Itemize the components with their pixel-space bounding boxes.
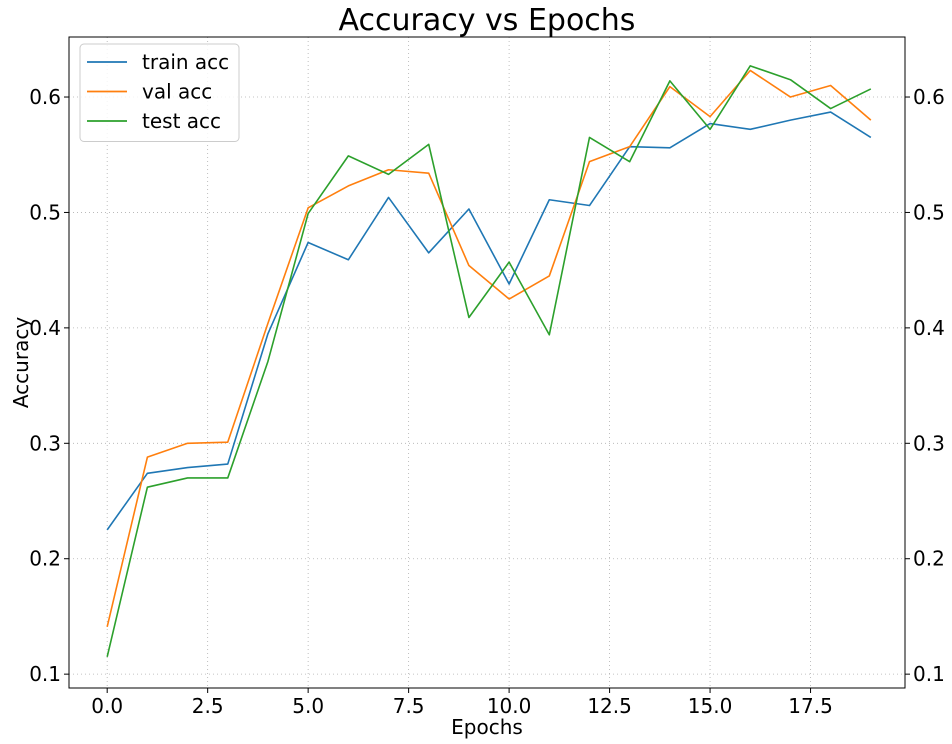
x-tick-label: 5.0 — [292, 694, 324, 718]
x-tick-label: 0.0 — [91, 694, 123, 718]
x-tick-label: 15.0 — [688, 694, 733, 718]
x-tick-label: 7.5 — [393, 694, 425, 718]
x-tick-label: 17.5 — [788, 694, 833, 718]
legend-label: test acc — [142, 109, 221, 133]
y-tick-label-left: 0.5 — [29, 200, 61, 224]
y-tick-label-right: 0.6 — [913, 85, 945, 109]
tick-layer: 0.0 2.5 5.0 7.5 10.0 12.5 15.0 17.5 0.1 0.1 0.2 0.2… — [29, 85, 945, 718]
series-line-val-acc — [106, 69, 872, 628]
y-tick-label-left: 0.2 — [29, 547, 61, 571]
grid-layer — [69, 37, 905, 688]
x-axis-label: Epochs — [451, 715, 523, 739]
y-tick-label-left: 0.4 — [29, 316, 61, 340]
x-tick-label: 2.5 — [192, 694, 224, 718]
legend-label: val acc — [142, 80, 212, 104]
x-tick-label: 12.5 — [587, 694, 632, 718]
y-tick-label-right: 0.4 — [913, 316, 945, 340]
y-tick-label-left: 0.6 — [29, 85, 61, 109]
legend-box — [79, 43, 240, 142]
y-tick-label-right: 0.1 — [913, 662, 945, 686]
series-line-test-acc — [106, 65, 872, 658]
chart-title: Accuracy vs Epochs — [339, 3, 636, 38]
y-tick-label-right: 0.5 — [913, 200, 945, 224]
x-tick-label: 10.0 — [487, 694, 532, 718]
y-axis-label: Accuracy — [9, 317, 33, 408]
y-tick-label-left: 0.3 — [29, 431, 61, 455]
legend-label: train acc — [142, 50, 229, 74]
series-line-train-acc — [106, 111, 872, 531]
series-layer — [106, 65, 872, 658]
y-tick-label-right: 0.3 — [913, 431, 945, 455]
y-tick-label-right: 0.2 — [913, 547, 945, 571]
plot-frame — [68, 36, 906, 689]
legend: train acc val acc test acc — [79, 43, 240, 142]
y-tick-label-left: 0.1 — [29, 662, 61, 686]
